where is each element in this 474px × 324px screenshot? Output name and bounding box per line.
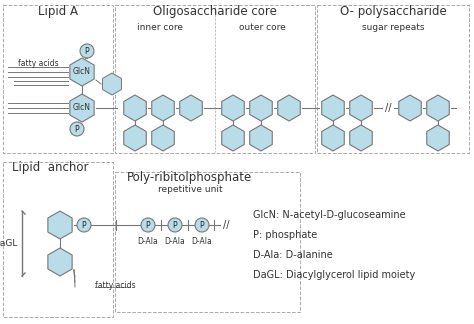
- Bar: [317, 5, 469, 153]
- Polygon shape: [250, 95, 272, 121]
- Polygon shape: [70, 58, 94, 86]
- Circle shape: [195, 218, 209, 232]
- Text: P: P: [173, 221, 177, 229]
- Polygon shape: [399, 95, 421, 121]
- Polygon shape: [322, 125, 344, 151]
- Polygon shape: [102, 73, 121, 95]
- Polygon shape: [350, 125, 372, 151]
- Circle shape: [70, 122, 84, 136]
- Text: fatty acids: fatty acids: [18, 60, 59, 68]
- Text: P: P: [200, 221, 204, 229]
- Polygon shape: [48, 248, 72, 276]
- Text: D-Ala: D-Ala: [164, 237, 185, 246]
- Text: DaGL: DaGL: [0, 238, 18, 248]
- Polygon shape: [70, 94, 94, 122]
- Text: Lipid  anchor: Lipid anchor: [12, 161, 88, 175]
- Text: D-Ala: D-Ala: [191, 237, 212, 246]
- Polygon shape: [427, 125, 449, 151]
- Bar: [3, 162, 113, 317]
- Text: inner core: inner core: [137, 22, 183, 31]
- Polygon shape: [222, 95, 244, 121]
- Text: P: P: [85, 47, 89, 55]
- Text: Oligosaccharide core: Oligosaccharide core: [153, 6, 277, 18]
- Circle shape: [77, 218, 91, 232]
- Polygon shape: [124, 95, 146, 121]
- Text: repetitive unit: repetitive unit: [158, 184, 222, 193]
- Polygon shape: [124, 125, 146, 151]
- Text: P: P: [75, 124, 79, 133]
- Text: P: P: [146, 221, 150, 229]
- Text: D-Ala: D-Ala: [137, 237, 158, 246]
- Polygon shape: [48, 211, 72, 239]
- Bar: [115, 5, 315, 153]
- Circle shape: [168, 218, 182, 232]
- Text: outer core: outer core: [238, 22, 285, 31]
- Polygon shape: [180, 95, 202, 121]
- Polygon shape: [322, 95, 344, 121]
- Text: GlcN: GlcN: [73, 103, 91, 112]
- Polygon shape: [427, 95, 449, 121]
- Bar: [115, 172, 300, 312]
- Text: Poly-ribitolphosphate: Poly-ribitolphosphate: [128, 171, 253, 184]
- Text: //: //: [385, 103, 391, 113]
- Polygon shape: [350, 95, 372, 121]
- Text: GlcN: GlcN: [73, 67, 91, 76]
- Bar: [3, 5, 113, 153]
- Polygon shape: [152, 95, 174, 121]
- Text: P: P: [82, 221, 86, 229]
- Text: DaGL: Diacylglycerol lipid moiety: DaGL: Diacylglycerol lipid moiety: [253, 270, 415, 280]
- Text: O- polysaccharide: O- polysaccharide: [340, 6, 447, 18]
- Text: sugar repeats: sugar repeats: [362, 22, 424, 31]
- Text: Lipid A: Lipid A: [38, 6, 78, 18]
- Text: P: phosphate: P: phosphate: [253, 230, 317, 240]
- Polygon shape: [250, 125, 272, 151]
- Polygon shape: [152, 125, 174, 151]
- Text: fatty acids: fatty acids: [95, 281, 136, 290]
- Circle shape: [80, 44, 94, 58]
- Polygon shape: [278, 95, 300, 121]
- Polygon shape: [222, 125, 244, 151]
- Text: //: //: [223, 220, 229, 230]
- Text: D-Ala: D-alanine: D-Ala: D-alanine: [253, 250, 333, 260]
- Circle shape: [141, 218, 155, 232]
- Text: GlcN: N-acetyl-D-glucoseamine: GlcN: N-acetyl-D-glucoseamine: [253, 210, 406, 220]
